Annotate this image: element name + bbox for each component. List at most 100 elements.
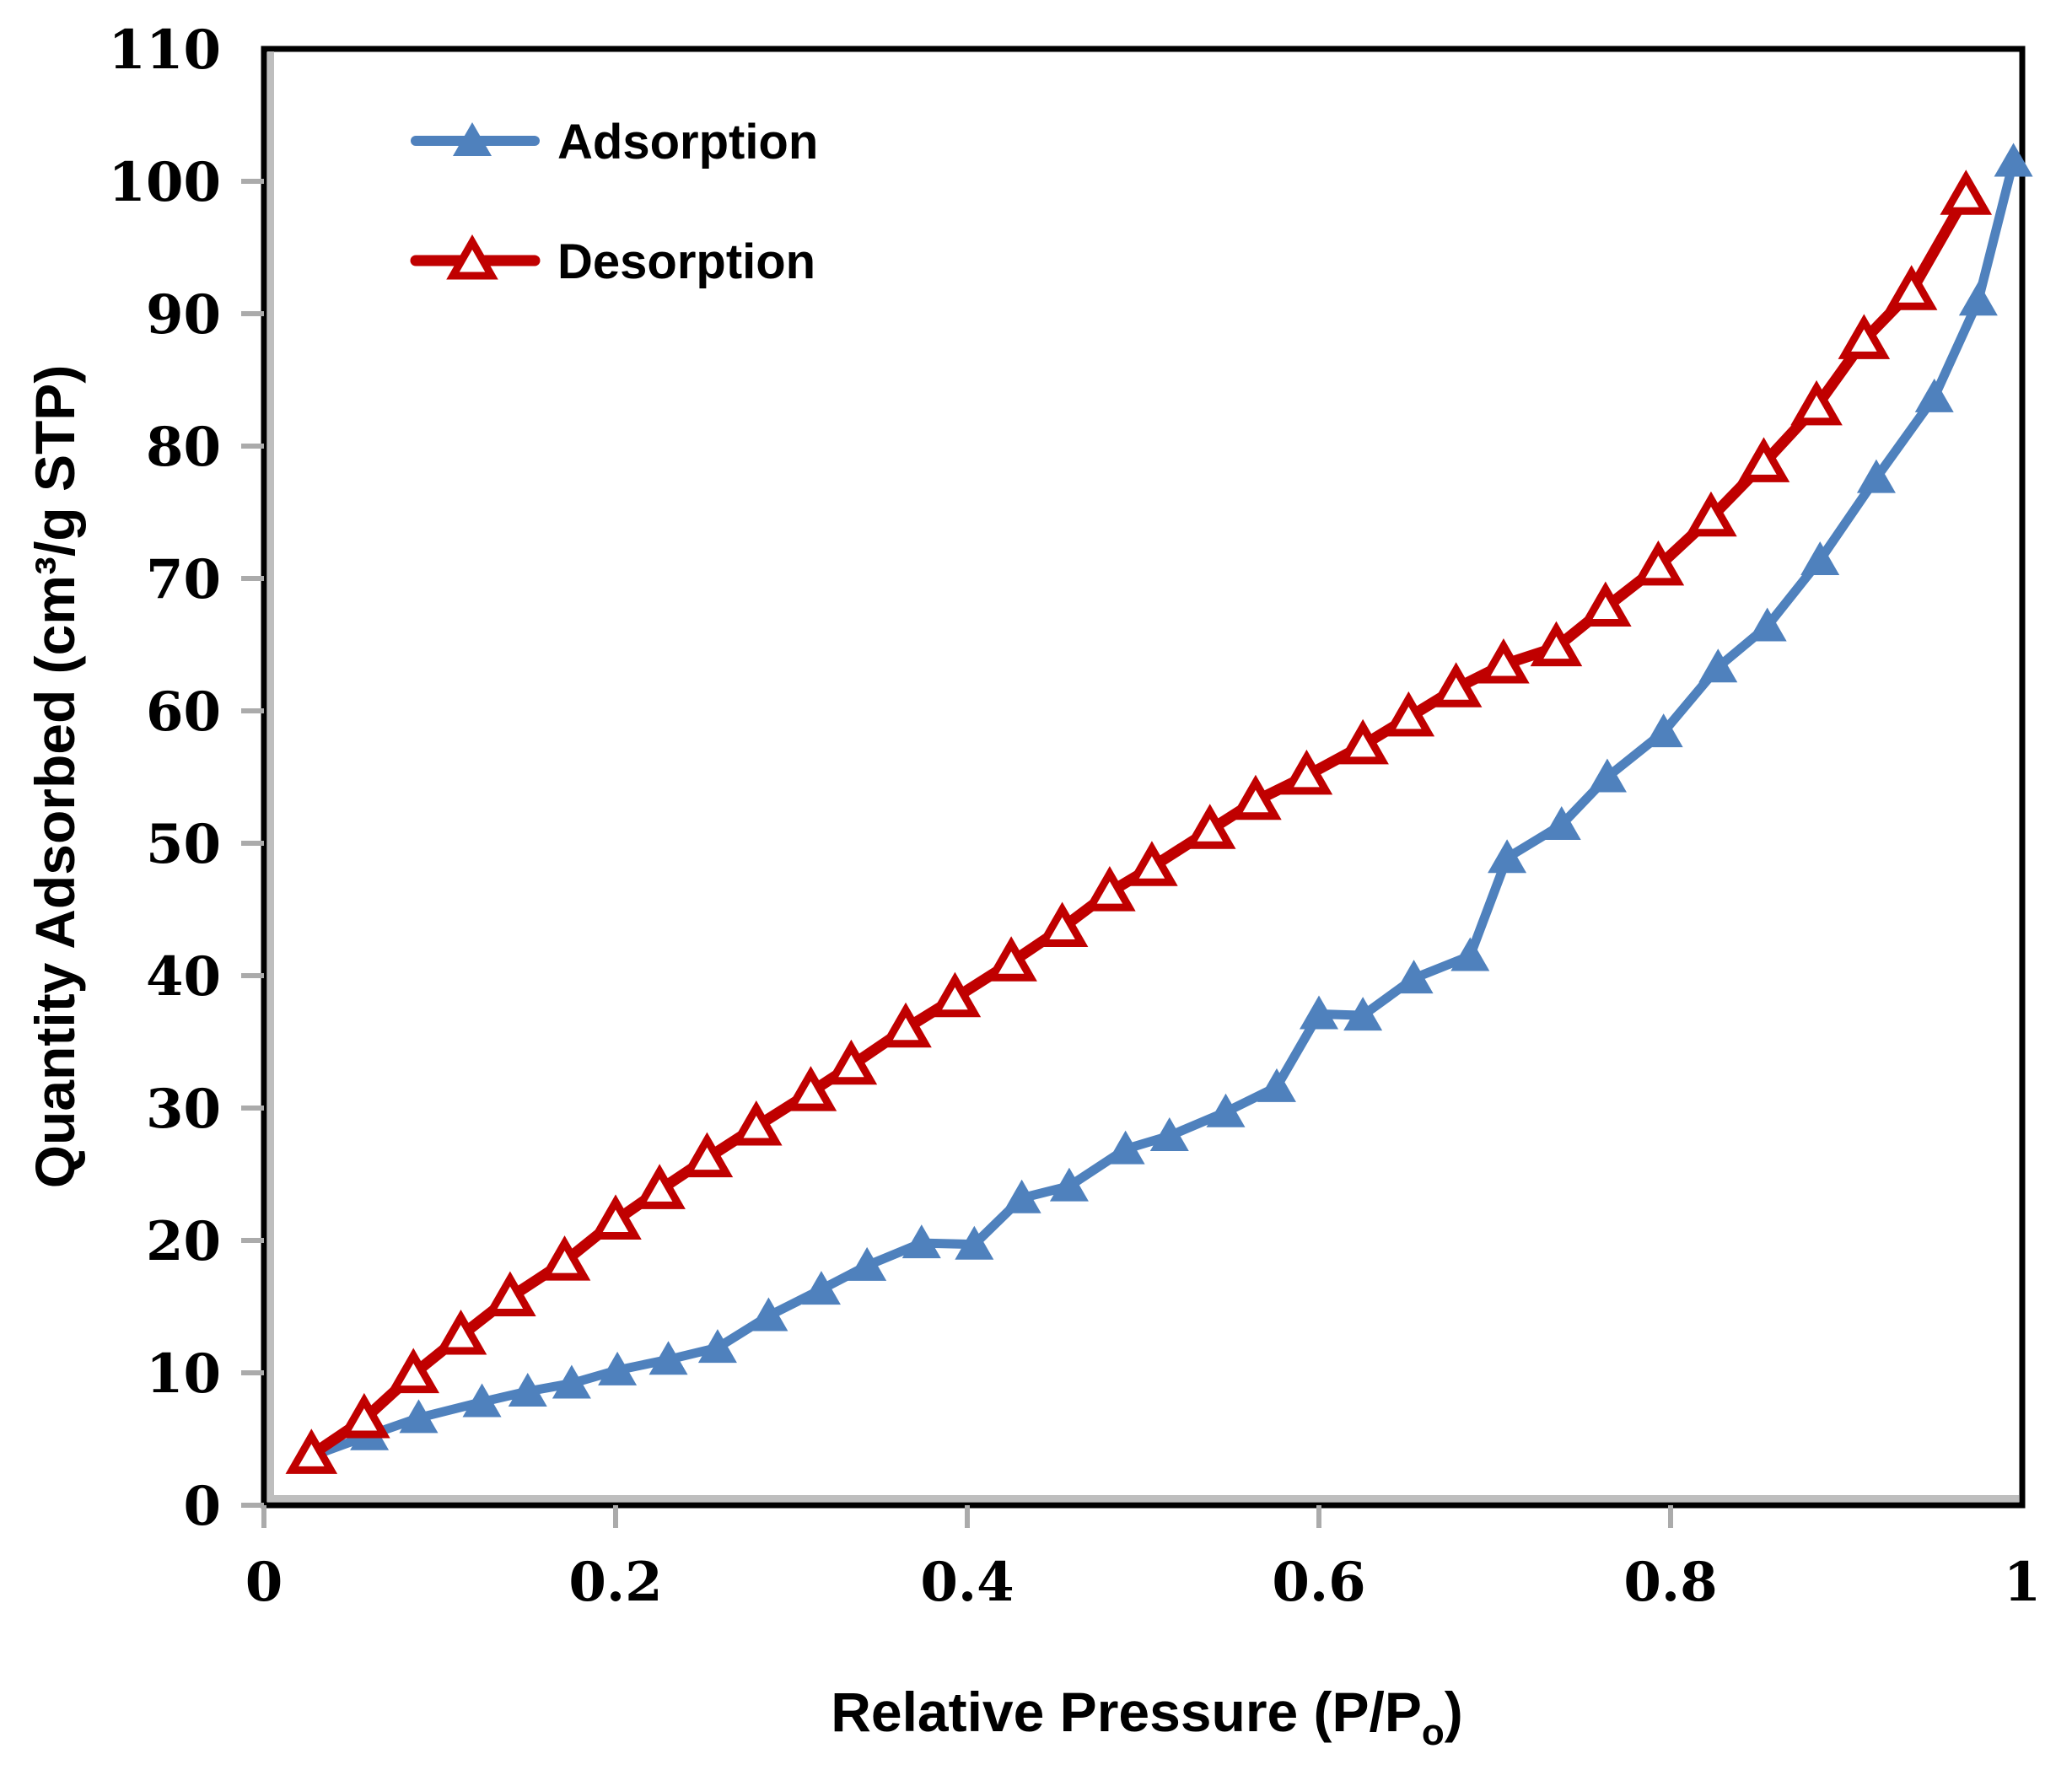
adsorption-marker: [1343, 997, 1383, 1031]
adsorption-marker: [848, 1246, 887, 1281]
desorption-marker: [825, 1039, 878, 1085]
plot-area-border: [261, 46, 2026, 1509]
desorption-marker: [1790, 379, 1843, 426]
desorption-marker: [484, 1271, 536, 1317]
adsorption-marker: [1002, 1179, 1041, 1213]
desorption-marker: [1838, 314, 1891, 359]
desorption-marker: [538, 1235, 591, 1281]
x-axis-title-close: ): [1445, 1681, 1463, 1743]
desorption-marker: [1580, 581, 1632, 627]
y-tick-label: 60: [146, 681, 221, 744]
x-tick-label: 0.2: [568, 1551, 662, 1614]
y-tick-label: 50: [146, 813, 221, 876]
y-tick-labels: 0 10 20 30 40 50 60 70 80 90 100 110: [108, 19, 221, 1538]
adsorption-marker: [697, 1329, 737, 1364]
desorption-marker: [633, 1164, 686, 1209]
adsorption-marker: [1958, 282, 1998, 316]
y-tick-label: 90: [146, 283, 221, 347]
adsorption-marker: [649, 1341, 688, 1375]
series-adsorption: [292, 143, 2033, 1471]
x-tick-label: 0: [245, 1551, 283, 1614]
series-desorption: [285, 169, 1993, 1474]
desorption-marker: [1477, 638, 1530, 684]
desorption-marker: [681, 1132, 734, 1178]
desorption-marker: [730, 1100, 783, 1146]
y-tick-label: 80: [146, 416, 221, 479]
x-tick-label: 0.6: [1272, 1551, 1365, 1614]
y-tick-label: 30: [146, 1078, 221, 1141]
adsorption-marker: [901, 1224, 941, 1259]
desorption-marker: [1737, 437, 1790, 482]
desorption-marker: [1940, 169, 1993, 215]
legend-item-desorption: [410, 234, 541, 280]
adsorption-marker: [1698, 648, 1738, 683]
adsorption-marker: [598, 1351, 638, 1385]
y-tick-label: 100: [108, 151, 221, 214]
adsorption-marker: [1049, 1167, 1089, 1202]
legend-marker-adsorption: [453, 122, 492, 156]
series-layer: [285, 143, 2033, 1474]
x-axis-title: Relative Pressure (P/Po): [831, 1681, 1463, 1753]
legend-label-desorption: Desorption: [557, 234, 815, 289]
y-tick-label: 40: [146, 945, 221, 1009]
x-tick-label: 0.8: [1623, 1551, 1717, 1614]
desorption-marker: [1530, 621, 1583, 667]
adsorption-marker: [1450, 937, 1490, 971]
desorption-marker: [1632, 540, 1685, 586]
adsorption-marker: [1149, 1116, 1189, 1151]
adsorption-marker: [1106, 1130, 1145, 1165]
desorption-marker: [1337, 718, 1389, 765]
x-tick-label: 1: [2004, 1551, 2042, 1614]
legend-markers: [410, 122, 541, 280]
desorption-marker: [1280, 749, 1333, 795]
adsorption-marker: [1587, 758, 1627, 793]
adsorption-marker: [1206, 1093, 1246, 1127]
adsorption-marker: [1914, 378, 1954, 412]
adsorption-marker: [1644, 713, 1683, 748]
axis-ticks: [241, 179, 1673, 1528]
adsorption-marker: [1394, 960, 1434, 994]
legend-marker-desorption: [446, 234, 498, 280]
adsorption-marker: [1800, 541, 1840, 576]
desorption-marker: [1885, 265, 1938, 310]
x-tick-labels: 0 0.2 0.4 0.6 0.8 1: [245, 1551, 2042, 1614]
adsorption-marker: [801, 1271, 841, 1305]
desorption-marker: [1036, 901, 1089, 947]
desorption-marker: [1429, 662, 1483, 707]
adsorption-marker: [1300, 995, 1338, 1030]
adsorption-marker: [1747, 607, 1787, 642]
adsorption-marker: [508, 1372, 547, 1407]
legend-label-adsorption: Adsorption: [557, 115, 818, 169]
desorption-marker: [784, 1066, 837, 1111]
y-tick-label: 70: [146, 548, 221, 611]
desorption-marker: [880, 1002, 932, 1048]
desorption-marker: [928, 971, 982, 1018]
y-axis-title: Quantity Adsorbed (cm³/g STP): [24, 365, 86, 1189]
adsorption-marker: [552, 1364, 591, 1399]
x-tick-label: 0.4: [920, 1551, 1014, 1614]
legend-item-adsorption: [411, 122, 540, 156]
desorption-marker: [387, 1348, 440, 1394]
desorption-marker: [1382, 691, 1435, 737]
adsorption-marker: [1856, 459, 1896, 493]
desorption-marker: [434, 1310, 487, 1355]
desorption-marker: [1126, 841, 1178, 886]
desorption-marker: [338, 1392, 390, 1439]
adsorption-marker: [1542, 806, 1581, 841]
adsorption-marker: [1994, 143, 2033, 177]
y-tick-label: 20: [146, 1210, 221, 1273]
desorption-marker: [985, 936, 1037, 982]
adsorption-marker: [462, 1383, 502, 1418]
x-axis-title-main: Relative Pressure (P/P: [831, 1681, 1422, 1743]
adsorption-marker: [955, 1225, 994, 1260]
desorption-marker: [1084, 866, 1136, 912]
adsorption-marker: [1257, 1068, 1296, 1102]
y-tick-label: 110: [108, 19, 221, 82]
desorption-marker: [1685, 491, 1737, 537]
desorption-marker: [1230, 774, 1282, 820]
adsorption-marker: [749, 1297, 788, 1332]
adsorption-marker: [399, 1399, 439, 1434]
x-axis-title-subscript: o: [1422, 1712, 1445, 1753]
